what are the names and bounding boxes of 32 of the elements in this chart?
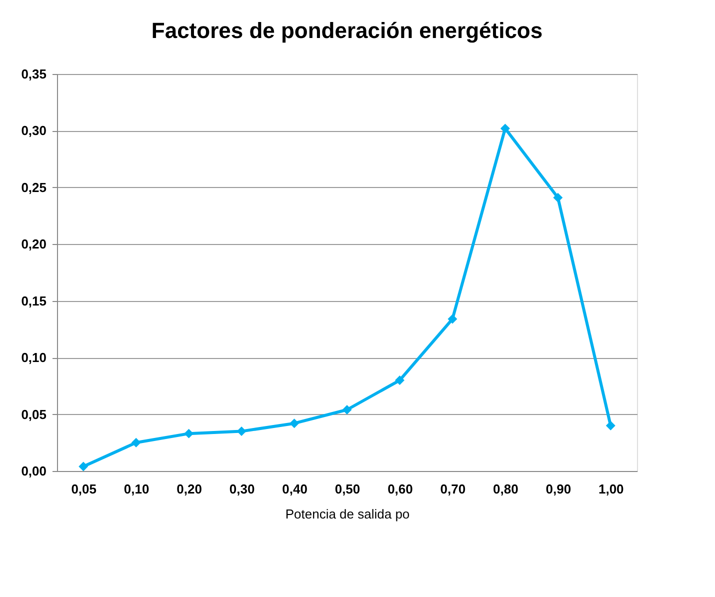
chart-title: Factores de ponderación energéticos [151, 18, 543, 43]
x-tick-label: 0,20 [176, 482, 202, 496]
point [131, 438, 141, 448]
x-tick-label: 0,40 [282, 482, 308, 496]
x-tick-label: 0,10 [124, 482, 150, 496]
point [342, 405, 352, 414]
point [78, 462, 88, 472]
x-tick-label: 0,05 [71, 482, 97, 496]
y-tick-label: 0,20 [21, 236, 46, 252]
point [606, 420, 616, 430]
x-tick-label: 0,80 [493, 482, 518, 496]
x-tick-label: 0,50 [334, 482, 360, 496]
y-tick-label: 0,05 [21, 406, 46, 422]
point [290, 418, 300, 428]
point [500, 124, 510, 134]
point [553, 192, 563, 202]
y-tick-label: 0,25 [21, 180, 46, 195]
x-tick-label: 0,90 [546, 482, 572, 496]
point [394, 376, 404, 385]
y-tick-label: 0,00 [21, 464, 46, 478]
x-tick-label: 0,70 [440, 482, 466, 496]
point [184, 428, 194, 438]
point [448, 314, 458, 324]
point [236, 426, 246, 436]
y-tick-label: 0,10 [21, 350, 46, 366]
x-tick-label: 1,00 [598, 482, 624, 496]
y-tick-label: 0,15 [21, 293, 46, 308]
y-tick-label: 0,30 [21, 123, 46, 138]
y-tick-label: 0,35 [21, 66, 46, 82]
x-axis-title: Potencia de salida po [285, 506, 410, 522]
x-tick-label: 0,60 [388, 482, 413, 496]
x-tick-label: 0,30 [229, 482, 255, 496]
